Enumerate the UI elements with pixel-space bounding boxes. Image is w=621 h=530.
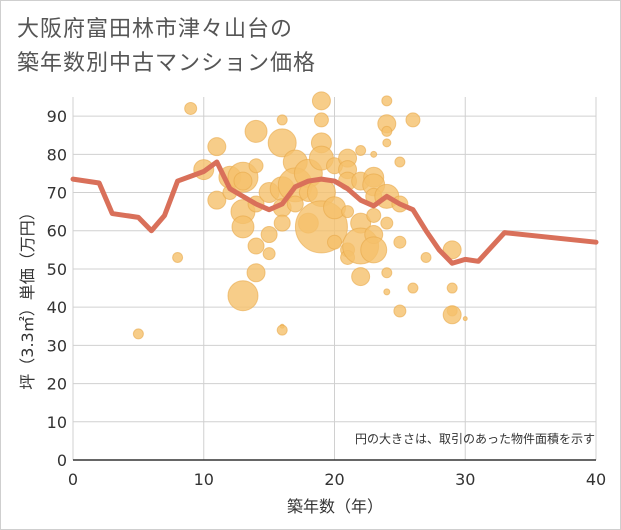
transaction-bubble [360, 236, 388, 264]
y-tick-label: 40 [47, 298, 67, 317]
transaction-bubble [262, 247, 276, 261]
y-axis-label: 坪（3.3㎡）単価（万円） [18, 204, 37, 389]
transaction-bubble [267, 128, 297, 158]
x-tick-label: 10 [194, 470, 214, 489]
transaction-bubble [381, 125, 393, 137]
y-tick-label: 50 [47, 260, 67, 279]
transaction-bubble [227, 280, 259, 312]
transaction-bubble [207, 137, 227, 157]
bubble-size-note: 円の大きさは、取引のあった物件面積を示す [355, 431, 595, 446]
transaction-bubble [247, 237, 265, 255]
transaction-bubble [276, 324, 288, 336]
transaction-bubble [382, 138, 392, 148]
transaction-bubble [231, 215, 255, 239]
transaction-bubble [313, 112, 329, 128]
x-tick-label: 20 [324, 470, 344, 489]
transaction-bubble [462, 316, 468, 322]
transaction-bubble [246, 263, 266, 283]
y-tick-label: 0 [57, 451, 67, 470]
transaction-bubble [273, 214, 291, 232]
y-tick-label: 60 [47, 222, 67, 241]
chart-title-line-1: 大阪府富田林市津々山台の [17, 17, 294, 42]
transaction-bubble [355, 144, 367, 156]
x-axis-label: 築年数（年） [287, 497, 383, 516]
transaction-bubble [393, 235, 407, 249]
transaction-bubble [233, 171, 253, 191]
chart-title: 大阪府富田林市津々山台の 築年数別中古マンション価格 [17, 13, 316, 81]
transaction-bubble [260, 226, 278, 244]
transaction-bubble [381, 95, 393, 107]
axes: 0 10 20 30 40 50 60 70 80 90 0 10 20 30 40 [47, 107, 607, 489]
transaction-bubble [207, 190, 227, 210]
transaction-bubble [276, 114, 288, 126]
transaction-bubble [366, 207, 382, 223]
transaction-bubble [394, 156, 406, 168]
y-tick-label: 30 [47, 336, 67, 355]
transaction-bubble [286, 195, 304, 213]
y-tick-label: 10 [47, 413, 67, 432]
transaction-bubble [184, 101, 198, 115]
transaction-bubble [407, 282, 419, 294]
transaction-bubble [405, 112, 421, 128]
transaction-bubble [383, 288, 391, 296]
transaction-bubble [420, 251, 432, 263]
transaction-bubble [442, 240, 462, 260]
average-price-line-group [70, 159, 599, 266]
transaction-bubble [446, 282, 458, 294]
transaction-bubble [393, 304, 407, 318]
chart-title-line-2: 築年数別中古マンション価格 [17, 51, 317, 76]
y-tick-label: 90 [47, 107, 67, 126]
y-tick-label: 70 [47, 184, 67, 203]
y-tick-label: 80 [47, 145, 67, 164]
transaction-bubble [244, 119, 268, 143]
transaction-bubble [442, 305, 462, 325]
transaction-bubble [351, 267, 371, 287]
grid [72, 97, 597, 461]
transaction-bubble [132, 328, 144, 340]
transaction-bubble [327, 234, 342, 250]
transaction-bubble [370, 150, 378, 158]
transaction-bubble [311, 91, 331, 111]
transaction-bubble [172, 251, 184, 263]
transaction-bubble [248, 158, 264, 174]
transaction-bubble [380, 216, 394, 230]
x-tick-label: 30 [455, 470, 475, 489]
x-tick-label: 40 [586, 470, 606, 489]
transaction-bubble [381, 267, 393, 279]
x-tick-label: 0 [68, 470, 78, 489]
y-tick-label: 20 [47, 375, 67, 394]
transaction-bubble [323, 196, 346, 220]
transaction-bubble [341, 205, 355, 219]
average-price-line [70, 159, 599, 266]
